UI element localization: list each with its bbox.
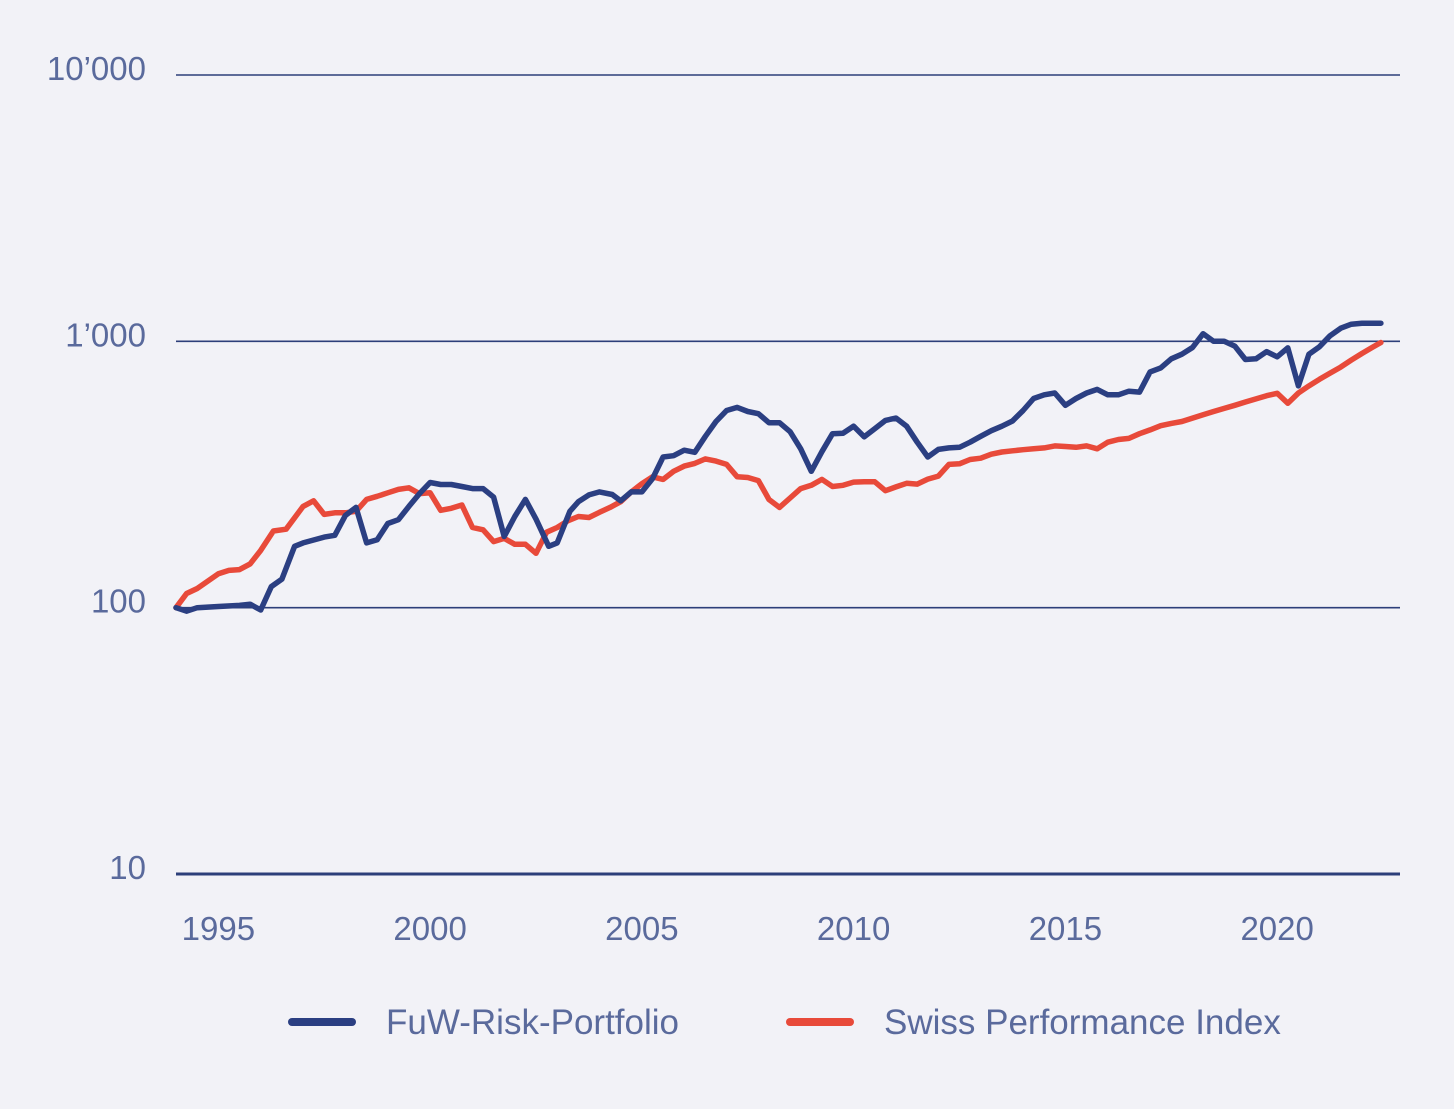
y-tick-label-100: 100 <box>91 583 146 620</box>
x-tick-label-2020: 2020 <box>1240 910 1313 947</box>
x-tick-label-2015: 2015 <box>1029 910 1102 947</box>
x-axis-tick-labels: 1995 2000 2005 2010 2015 2020 <box>182 910 1314 947</box>
y-tick-label-10000: 10’000 <box>47 50 146 87</box>
x-tick-label-1995: 1995 <box>182 910 255 947</box>
legend: FuW-Risk-Portfolio Swiss Performance Ind… <box>288 1003 1281 1042</box>
x-tick-label-2010: 2010 <box>817 910 890 947</box>
x-tick-label-2005: 2005 <box>605 910 678 947</box>
y-axis-tick-labels: 10 100 1’000 10’000 <box>47 50 146 886</box>
series-line-fuw-risk-portfolio <box>173 320 1384 614</box>
y-tick-label-10: 10 <box>109 849 146 886</box>
series-line-swiss-performance-index <box>173 339 1384 611</box>
y-tick-label-1000: 1’000 <box>65 316 146 353</box>
series-lines <box>173 320 1384 614</box>
x-tick-label-2000: 2000 <box>393 910 466 947</box>
grid-lines <box>176 74 1400 876</box>
legend-label-fuw-risk-portfolio: FuW-Risk-Portfolio <box>386 1003 679 1042</box>
legend-label-swiss-performance-index: Swiss Performance Index <box>884 1003 1281 1042</box>
